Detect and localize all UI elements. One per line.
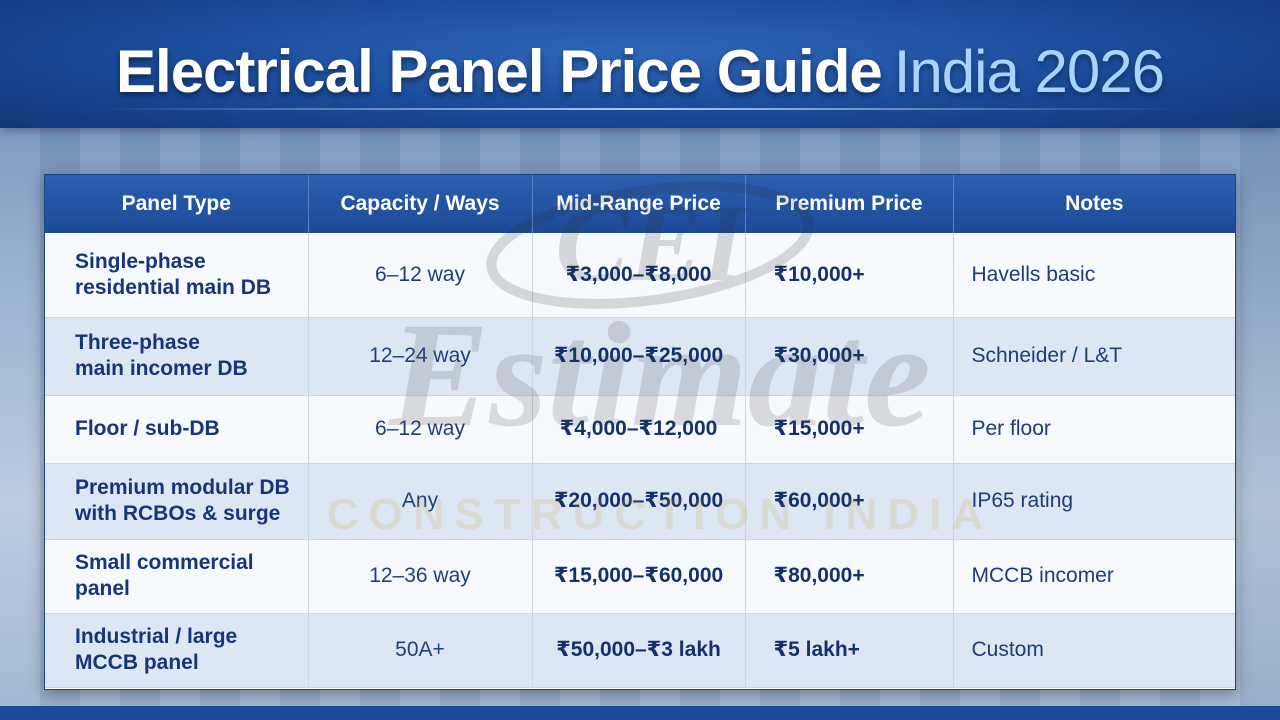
cell-capacity: Any [308, 463, 533, 540]
cell-notes: Schneider / L&T [953, 317, 1235, 396]
header-banner: Electrical Panel Price Guide India 2026 [0, 0, 1280, 128]
cell-premium-price: ₹5 lakh+ [745, 613, 954, 688]
title-subtitle: India 2026 [893, 38, 1165, 105]
header-divider [100, 108, 1180, 110]
type-line-1: Premium modular DB [75, 476, 290, 499]
price-table: Panel Type Capacity / Ways Mid-Range Pri… [44, 174, 1236, 690]
cell-mid-range-price: ₹3,000–₹8,000 [532, 233, 746, 318]
cell-notes: Per floor [953, 395, 1235, 464]
type-line-1: Three-phase [75, 331, 200, 354]
type-line-2: main incomer DB [75, 357, 248, 380]
cell-panel-type: Premium modular DB with RCBOs & surge [45, 463, 309, 540]
cell-capacity: 6–12 way [308, 233, 533, 318]
cell-panel-type: Floor / sub-DB [45, 395, 309, 464]
cell-notes: MCCB incomer [953, 539, 1235, 614]
cell-notes: IP65 rating [953, 463, 1235, 540]
table-row: Premium modular DB with RCBOs & surge Any… [45, 463, 1235, 540]
table-row: Single-phase residential main DB 6–12 way… [45, 233, 1235, 318]
cell-capacity: 6–12 way [308, 395, 533, 464]
cell-premium-price: ₹15,000+ [745, 395, 954, 464]
cell-premium-price: ₹60,000+ [745, 463, 954, 540]
page-title: Electrical Panel Price Guide India 2026 [0, 36, 1280, 108]
cell-mid-range-price: ₹50,000–₹3 lakh [532, 613, 746, 688]
type-line-1: Single-phase [75, 249, 206, 273]
type-line-1: Floor / sub-DB [75, 417, 220, 440]
column-header-capacity: Capacity / Ways [308, 175, 533, 233]
bottom-bar [0, 706, 1280, 720]
cell-capacity: 12–24 way [308, 317, 533, 396]
cell-notes: Custom [953, 613, 1235, 688]
type-line-2: panel [75, 577, 130, 600]
cell-capacity: 50A+ [308, 613, 533, 688]
column-header-premium-price: Premium Price [745, 175, 954, 233]
cell-mid-range-price: ₹10,000–₹25,000 [532, 317, 746, 396]
cell-panel-type: Small commercial panel [45, 539, 309, 614]
type-line-1: Industrial / large [75, 625, 238, 648]
cell-mid-range-price: ₹20,000–₹50,000 [532, 463, 746, 540]
column-header-notes: Notes [953, 175, 1235, 233]
cell-premium-price: ₹10,000+ [745, 233, 954, 318]
table-row: Three-phase main incomer DB 12–24 way ₹10… [45, 317, 1235, 396]
cell-premium-price: ₹80,000+ [745, 539, 954, 614]
table-row: Floor / sub-DB 6–12 way ₹4,000–₹12,000 ₹… [45, 395, 1235, 464]
cell-notes: Havells basic [953, 233, 1235, 318]
cell-mid-range-price: ₹15,000–₹60,000 [532, 539, 746, 614]
cell-capacity: 12–36 way [308, 539, 533, 614]
cell-panel-type: Single-phase residential main DB [45, 233, 309, 318]
table-row: Small commercial panel 12–36 way ₹15,000–… [45, 539, 1235, 614]
type-line-2: with RCBOs & surge [75, 502, 281, 525]
column-header-mid-range-price: Mid-Range Price [532, 175, 746, 233]
cell-mid-range-price: ₹4,000–₹12,000 [532, 395, 746, 464]
table-row: Industrial / large MCCB panel 50A+ ₹50,00… [45, 613, 1235, 688]
cell-premium-price: ₹30,000+ [745, 317, 954, 396]
type-line-2: residential main DB [75, 275, 272, 299]
table-header-row: Panel Type Capacity / Ways Mid-Range Pri… [45, 175, 1235, 233]
title-main: Electrical Panel Price Guide [116, 38, 883, 105]
cell-panel-type: Three-phase main incomer DB [45, 317, 309, 396]
type-line-2: MCCB panel [75, 651, 199, 674]
column-header-panel-type: Panel Type [45, 175, 309, 233]
cell-panel-type: Industrial / large MCCB panel [45, 613, 309, 688]
type-line-1: Small commercial [75, 551, 254, 574]
